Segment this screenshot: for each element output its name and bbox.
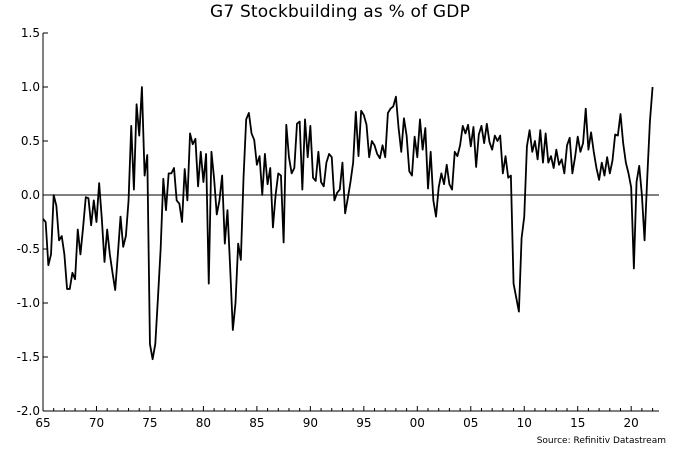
x-tick-label: 70: [89, 416, 104, 430]
x-tick-label: 95: [356, 416, 371, 430]
x-tick-label: 05: [463, 416, 478, 430]
y-tick-label: -0.5: [17, 242, 40, 256]
source-note: Source: Refinitiv Datastream: [536, 436, 666, 446]
y-tick-label: 0.0: [21, 188, 40, 202]
x-tick-label: 80: [196, 416, 211, 430]
y-tick-label: -1.5: [17, 350, 40, 364]
y-tick-label: -1.0: [17, 296, 40, 310]
x-tick-label: 20: [624, 416, 639, 430]
x-tick-label: 65: [35, 416, 50, 430]
chart-title: G7 Stockbuilding as % of GDP: [209, 2, 471, 22]
x-tick-label: 15: [570, 416, 585, 430]
x-tick-label: 00: [410, 416, 425, 430]
x-tick-label: 85: [249, 416, 264, 430]
y-tick-label: 1.0: [21, 80, 40, 94]
x-tick-label: 75: [142, 416, 157, 430]
x-tick-label: 90: [303, 416, 318, 430]
series-line: [42, 86, 654, 361]
x-tick-label: 10: [517, 416, 532, 430]
y-tick-label: -2.0: [17, 404, 40, 418]
y-tick-label: 1.5: [21, 26, 40, 40]
y-tick-label: 0.5: [21, 134, 40, 148]
